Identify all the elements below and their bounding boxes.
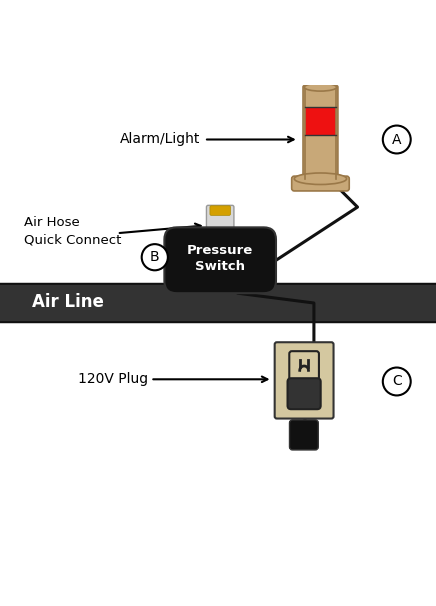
FancyBboxPatch shape	[292, 176, 349, 191]
FancyBboxPatch shape	[210, 206, 230, 215]
Circle shape	[383, 367, 411, 396]
FancyBboxPatch shape	[0, 284, 436, 322]
FancyBboxPatch shape	[164, 227, 276, 293]
Text: Air Line: Air Line	[32, 293, 103, 311]
Bar	[305, 107, 336, 135]
Text: B: B	[150, 250, 160, 264]
FancyBboxPatch shape	[207, 205, 234, 237]
Circle shape	[142, 244, 168, 270]
Ellipse shape	[304, 83, 337, 91]
Text: Pressure
Switch: Pressure Switch	[187, 244, 253, 273]
Text: Air Hose
Quick Connect: Air Hose Quick Connect	[24, 216, 121, 246]
FancyBboxPatch shape	[290, 420, 318, 450]
FancyBboxPatch shape	[289, 351, 319, 381]
FancyBboxPatch shape	[303, 85, 338, 181]
Text: Alarm/Light: Alarm/Light	[120, 133, 200, 147]
Text: A: A	[392, 133, 402, 147]
Circle shape	[383, 125, 411, 153]
Bar	[195, 236, 245, 287]
Text: C: C	[392, 375, 402, 388]
FancyBboxPatch shape	[275, 342, 334, 419]
FancyBboxPatch shape	[288, 378, 320, 409]
Text: 120V Plug: 120V Plug	[78, 372, 149, 386]
Ellipse shape	[294, 173, 347, 184]
